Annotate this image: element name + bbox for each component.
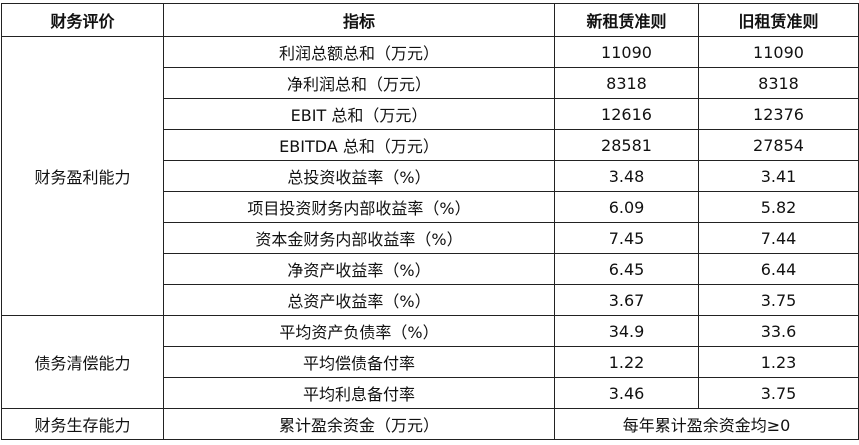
- header-old-standard: 旧租赁准则: [698, 3, 859, 37]
- indicator-cell: EBITDA 总和（万元）: [163, 129, 555, 161]
- category-cell: 债务清偿能力: [1, 315, 164, 409]
- header-new-standard: 新租赁准则: [554, 3, 699, 37]
- new-standard-value: 8318: [554, 67, 699, 99]
- old-standard-value: 5.82: [698, 191, 859, 223]
- header-evaluation: 财务评价: [1, 3, 164, 37]
- new-standard-value: 7.45: [554, 222, 699, 254]
- new-standard-value: 12616: [554, 98, 699, 130]
- old-standard-value: 3.75: [698, 284, 859, 316]
- new-standard-value: 3.46: [554, 377, 699, 409]
- new-standard-value: 34.9: [554, 315, 699, 347]
- table-row: 平均利息备付率 3.46 3.75: [2, 377, 859, 409]
- table-row: 财务盈利能力 利润总额总和（万元） 11090 11090: [1, 36, 859, 316]
- new-standard-value: 1.22: [554, 346, 699, 378]
- financial-evaluation-table: 财务评价 指标 新租赁准则 旧租赁准则 财务盈利能力 利润总额总和（万元） 1109…: [1, 3, 859, 440]
- table-row: 净资产收益率（%） 6.45 6.44: [2, 253, 859, 285]
- table-row: 总资产收益率（%） 3.67 3.75: [2, 284, 859, 316]
- indicator-cell: 总资产收益率（%）: [163, 284, 555, 316]
- old-standard-value: 27854: [698, 129, 859, 161]
- new-standard-value: 3.67: [554, 284, 699, 316]
- new-standard-value: 3.48: [554, 160, 699, 192]
- indicator-cell: 项目投资财务内部收益率（%）: [163, 191, 555, 223]
- old-standard-value: 6.44: [698, 253, 859, 285]
- table-row: 财务生存能力 累计盈余资金（万元） 每年累计盈余资金均≥0: [1, 408, 859, 440]
- header-indicator: 指标: [163, 3, 555, 37]
- new-standard-value: 6.45: [554, 253, 699, 285]
- table-row: EBIT 总和（万元） 12616 12376: [2, 98, 859, 130]
- new-standard-value: 11090: [554, 36, 699, 68]
- old-standard-value: 11090: [698, 36, 859, 68]
- new-standard-value: 6.09: [554, 191, 699, 223]
- table-row: 项目投资财务内部收益率（%） 6.09 5.82: [2, 191, 859, 223]
- indicator-cell: 平均利息备付率: [163, 377, 555, 409]
- indicator-cell: 累计盈余资金（万元）: [163, 408, 555, 440]
- old-standard-value: 8318: [698, 67, 859, 99]
- category-cell: 财务生存能力: [1, 408, 164, 440]
- old-standard-value: 3.41: [698, 160, 859, 192]
- table-row: EBITDA 总和（万元） 28581 27854: [2, 129, 859, 161]
- indicator-cell: EBIT 总和（万元）: [163, 98, 555, 130]
- header-row: 财务评价 指标 新租赁准则 旧租赁准则: [1, 3, 859, 37]
- table-row: 债务清偿能力 平均资产负债率（%） 34.9 33.6: [1, 315, 859, 409]
- old-standard-value: 1.23: [698, 346, 859, 378]
- table-row: 净利润总和（万元） 8318 8318: [2, 67, 859, 99]
- old-standard-value: 3.75: [698, 377, 859, 409]
- table-row: 平均偿债备付率 1.22 1.23: [2, 346, 859, 378]
- indicator-cell: 资本金财务内部收益率（%）: [163, 222, 555, 254]
- indicator-cell: 净资产收益率（%）: [163, 253, 555, 285]
- indicator-cell: 总投资收益率（%）: [163, 160, 555, 192]
- new-standard-value: 28581: [554, 129, 699, 161]
- indicator-cell: 净利润总和（万元）: [163, 67, 555, 99]
- table-row: 资本金财务内部收益率（%） 7.45 7.44: [2, 222, 859, 254]
- old-standard-value: 12376: [698, 98, 859, 130]
- merged-value-cell: 每年累计盈余资金均≥0: [554, 408, 859, 440]
- indicator-cell: 平均偿债备付率: [163, 346, 555, 378]
- table-row: 总投资收益率（%） 3.48 3.41: [2, 160, 859, 192]
- old-standard-value: 7.44: [698, 222, 859, 254]
- category-cell: 财务盈利能力: [1, 36, 164, 316]
- indicator-cell: 利润总额总和（万元）: [163, 36, 555, 68]
- old-standard-value: 33.6: [698, 315, 859, 347]
- indicator-cell: 平均资产负债率（%）: [163, 315, 555, 347]
